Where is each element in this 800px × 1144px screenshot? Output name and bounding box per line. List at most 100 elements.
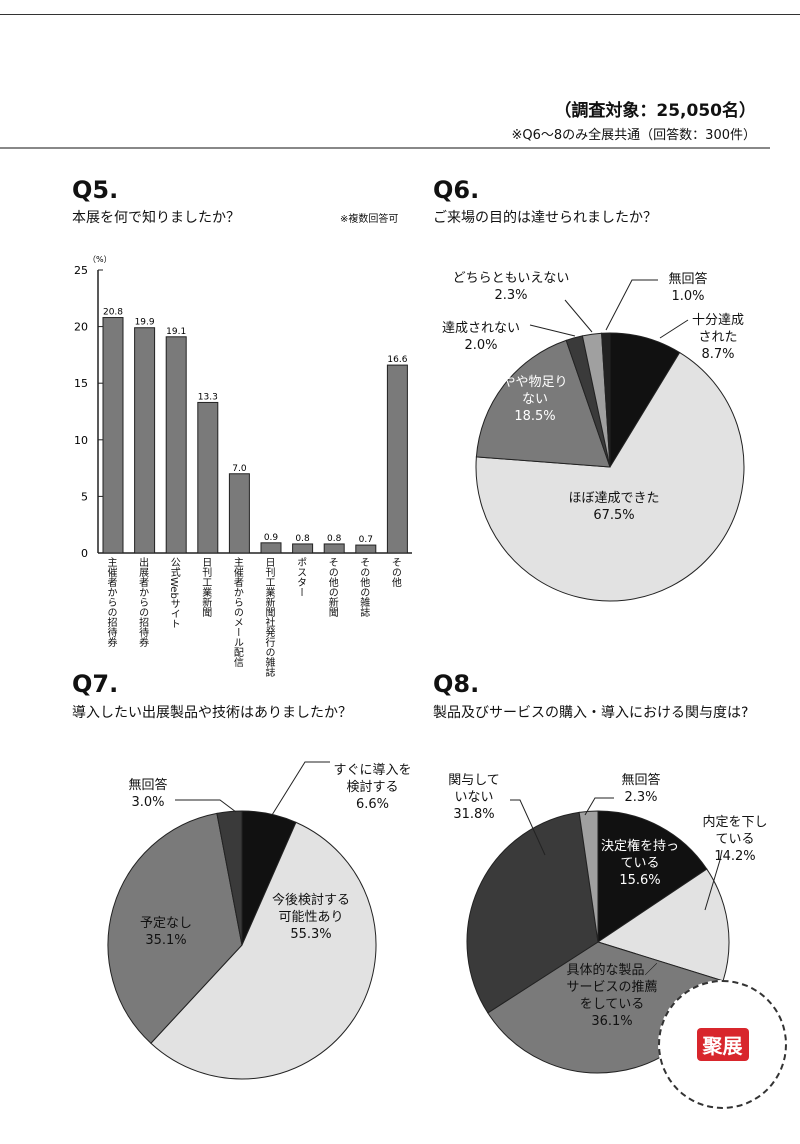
bar [323, 543, 345, 554]
q5-bar-chart: （%） 0 5 10 15 20 25 20.8 19.9 19.1 13.3 7.0 0.9 0.8 0.… [74, 255, 412, 560]
q5-note: ※複数回答可 [340, 214, 399, 225]
q7-label-soon: すぐに導入を検討する 6.6% [330, 762, 415, 813]
category-label: その他 [389, 557, 401, 587]
q8-label-authority: 決定権を持っている 15.6% [600, 838, 680, 889]
q7-label-0-title: すぐに導入を検討する [333, 763, 412, 795]
category-label: 主催者からのメール配信 [231, 557, 243, 667]
q8-label-3-title: 関与していない [448, 773, 500, 805]
category-label: 公式Webサイト [168, 557, 180, 629]
q8-label-1-pct: 14.2% [714, 849, 756, 864]
y-tick-label: 20 [74, 321, 88, 334]
y-axis-label: （%） [88, 255, 112, 264]
pie-slice [597, 810, 708, 943]
category-label: ポスター [294, 557, 306, 597]
q6-label-3-pct: 2.0% [464, 338, 498, 353]
q6-label-0-title: 無回答 [668, 272, 708, 287]
q7-label-1-title: 今後検討する可能性あり [271, 893, 350, 925]
y-tick-label: 15 [74, 377, 88, 390]
q6-label-1-pct: 8.7% [701, 347, 735, 362]
bar [134, 327, 156, 554]
q6-label-1-title: 十分達成された [691, 313, 744, 345]
bar-value-label: 20.8 [103, 308, 123, 318]
leader-line [529, 324, 576, 337]
q8-label-0-pct: 15.6% [619, 873, 661, 888]
leader-line [584, 797, 614, 816]
bar [102, 317, 124, 554]
q8-number: Q8. [433, 670, 480, 698]
y-tick-label: 5 [81, 490, 88, 503]
q6-label-5-pct: 67.5% [593, 508, 635, 523]
bar-value-label: 13.3 [198, 392, 218, 402]
q8-label-recommend: 具体的な製品／サービスの推薦をしている 36.1% [562, 962, 662, 1030]
pie-slice [150, 821, 377, 1080]
survey-target: （調査対象：25,050名） [554, 101, 756, 121]
q7-label-0-pct: 6.6% [355, 797, 390, 812]
q8-label-preliminary: 内定を下している 14.2% [700, 814, 770, 865]
q6-number: Q6. [433, 176, 480, 204]
q8-label-no-answer: 無回答 2.3% [614, 772, 668, 806]
bar [355, 544, 377, 554]
q7-label-3-pct: 3.0% [131, 795, 165, 810]
q6-pie-chart [475, 279, 745, 602]
category-label: その他の雑誌 [357, 557, 369, 617]
bar-value-label: 0.7 [359, 535, 373, 545]
top-rule [0, 14, 800, 15]
pie-slice [475, 339, 611, 468]
q7-label-2-pct: 35.1% [145, 933, 187, 948]
leader-line [659, 319, 689, 339]
q6-label-3-title: 達成されない [441, 321, 520, 336]
q7-label-2-title: 予定なし [139, 916, 192, 931]
q6-label-not-achieved: 達成されない 2.0% [436, 320, 526, 354]
bar-value-label: 0.8 [327, 534, 342, 544]
q6-label-fully: 十分達成された 8.7% [688, 312, 748, 363]
category-label: 日刊工業新聞 [199, 557, 211, 617]
leader-line [510, 799, 546, 856]
header-rule [0, 147, 770, 149]
leader-line [605, 279, 658, 331]
q8-label-2-pct: 36.1% [591, 1014, 633, 1029]
q6-label-4-pct: 18.5% [514, 409, 556, 424]
leader-line [175, 799, 237, 813]
q7-label-1-pct: 55.3% [290, 927, 332, 942]
q6-label-no-answer: 無回答 1.0% [660, 271, 716, 305]
bar [165, 336, 187, 554]
pie-slice [596, 868, 730, 982]
q6-label-2-title: どちらともいえない [452, 271, 570, 286]
pie-slice [107, 812, 243, 1044]
bar [197, 401, 219, 554]
bar-value-label: 7.0 [232, 464, 247, 474]
q6-label-somewhat: やや物足りない 18.5% [500, 374, 570, 425]
category-label: 主催者からの招待券 [105, 557, 116, 647]
pie-slice [466, 811, 599, 1014]
q7-number: Q7. [72, 670, 119, 698]
bar [228, 473, 250, 554]
q6-label-mostly: ほぼ達成できた 67.5% [556, 490, 672, 524]
q7-label-future: 今後検討する可能性あり 55.3% [270, 892, 352, 943]
q7-label-3-title: 無回答 [128, 778, 168, 793]
q8-label-4-pct: 2.3% [624, 790, 658, 805]
bar-value-label: 19.1 [166, 327, 186, 337]
q7-label-no-plan: 予定なし 35.1% [130, 915, 202, 949]
bar [386, 364, 408, 554]
q5-number: Q5. [72, 176, 119, 204]
bar [292, 543, 314, 554]
bar-value-label: 19.9 [135, 318, 155, 328]
q8-label-1-title: 内定を下している [702, 815, 768, 847]
q7-label-no-answer: 無回答 3.0% [120, 777, 176, 811]
category-label: 出展者からの招待券 [136, 557, 148, 647]
leader-line [704, 849, 723, 911]
q7-pie-chart [107, 761, 377, 1080]
bar-value-label: 16.6 [387, 355, 407, 365]
q8-label-0-title: 決定権を持っている [600, 839, 679, 871]
leader-line [564, 299, 593, 333]
q5-title: 本展を何で知りましたか？ [72, 210, 240, 226]
q6-label-2-pct: 2.3% [494, 288, 528, 303]
q6-title: ご来場の目的は達せられましたか？ [433, 210, 657, 226]
y-tick-label: 10 [74, 434, 88, 447]
q8-label-4-title: 無回答 [621, 773, 661, 788]
q6-label-5-title: ほぼ達成できた [568, 491, 660, 506]
q8-label-2-title: 具体的な製品／サービスの推薦をしている [566, 963, 658, 1012]
q8-label-not-involved: 関与していない 31.8% [444, 772, 504, 823]
leader-line [271, 761, 330, 816]
